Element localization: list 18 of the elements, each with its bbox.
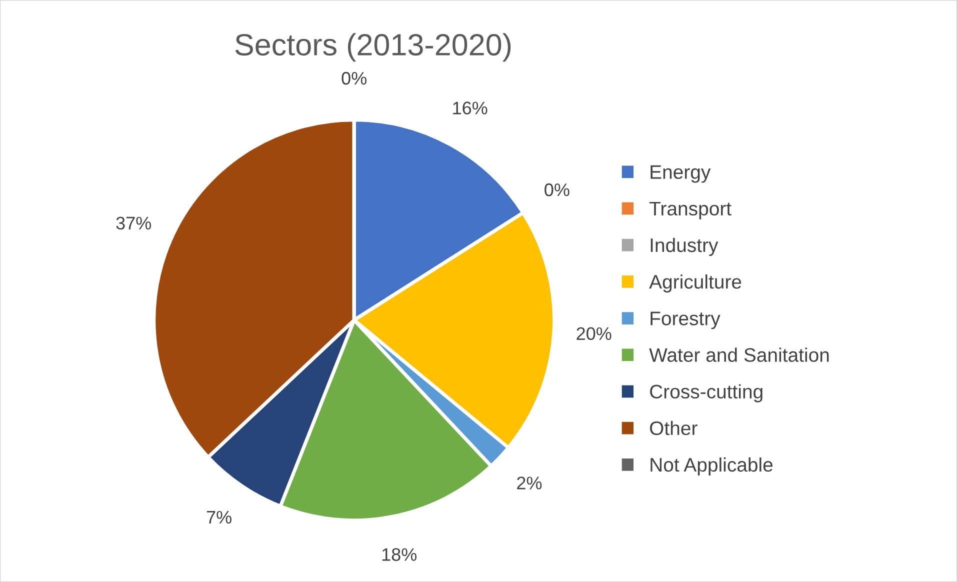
data-label: 37% <box>116 216 152 230</box>
data-label: 20% <box>576 327 612 340</box>
data-label: 18% <box>382 548 417 561</box>
legend-label: Not Applicable <box>650 457 773 476</box>
legend-label: Industry <box>650 238 718 256</box>
legend-label: Agriculture <box>649 274 742 293</box>
chart-title: Sectors (2013-2020) <box>235 33 511 62</box>
legend-label: Forestry <box>650 312 720 330</box>
legend-label: Other <box>650 420 698 436</box>
text: 0% <box>544 183 570 196</box>
legend-label: Transport <box>650 202 732 220</box>
legend-label: Cross-cutting <box>650 384 762 402</box>
legend-label: Water and Sanitation <box>649 348 829 362</box>
legend-label: Energy <box>650 165 711 183</box>
data-label: 2% <box>517 476 542 490</box>
data-label: 16% <box>453 102 488 114</box>
data-label: 7% <box>206 510 232 524</box>
text: 0% <box>342 72 366 85</box>
